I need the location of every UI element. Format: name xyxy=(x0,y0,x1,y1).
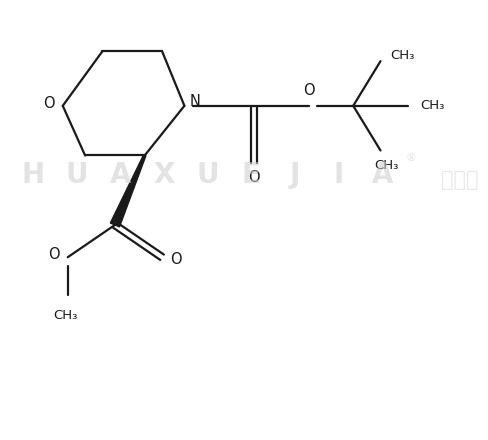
Text: U: U xyxy=(197,161,219,189)
Text: O: O xyxy=(248,170,260,185)
Text: O: O xyxy=(43,96,55,111)
Text: H: H xyxy=(21,161,44,189)
Text: 化学加: 化学加 xyxy=(441,170,479,190)
Text: CH₃: CH₃ xyxy=(391,49,415,62)
Text: U: U xyxy=(65,161,88,189)
Text: A: A xyxy=(372,161,393,189)
Text: CH₃: CH₃ xyxy=(421,99,445,112)
Text: O: O xyxy=(303,84,314,99)
Polygon shape xyxy=(110,155,146,227)
Text: A: A xyxy=(110,161,131,189)
Text: CH₃: CH₃ xyxy=(53,309,78,322)
Text: O: O xyxy=(48,247,60,262)
Text: E: E xyxy=(242,161,261,189)
Text: I: I xyxy=(334,161,344,189)
Text: J: J xyxy=(290,161,300,189)
Text: O: O xyxy=(170,252,182,267)
Text: N: N xyxy=(190,94,201,109)
Text: CH₃: CH₃ xyxy=(374,159,399,172)
Text: ®: ® xyxy=(406,153,417,163)
Text: X: X xyxy=(153,161,175,189)
